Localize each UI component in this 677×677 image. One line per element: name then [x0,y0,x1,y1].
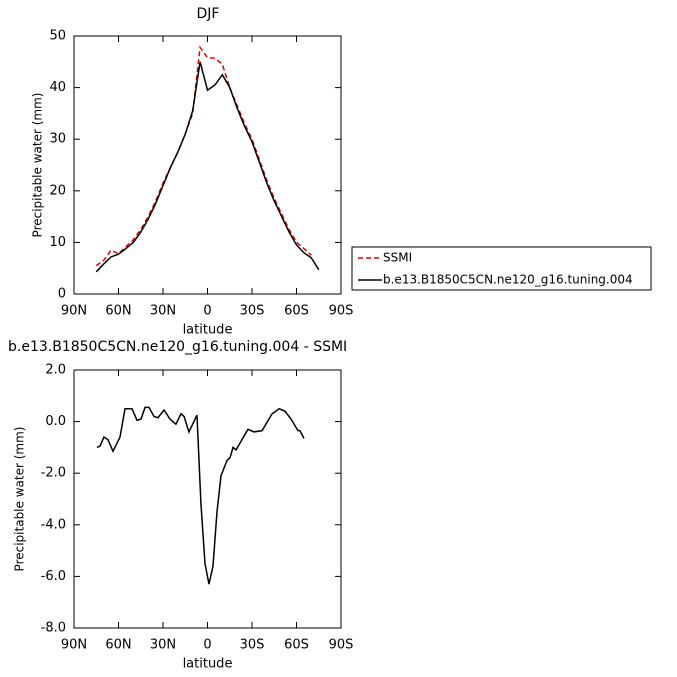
data-line [95,61,320,273]
plot-frame [73,369,342,629]
y-tick-label: 20 [49,183,66,198]
x-tick-label: 30N [150,304,176,319]
y-tick-label: 10 [49,235,66,250]
x-axis-label: latitude [183,323,233,338]
y-tick-label: 0 [58,287,66,302]
x-axis-label: latitude [183,657,233,672]
x-tick-label: 60S [284,638,309,653]
x-tick-label: 90N [61,304,87,319]
x-tick-label: 30S [240,638,265,653]
x-tick-label: 90N [61,638,87,653]
chart-title: DJF [197,6,220,22]
x-tick-label: 30N [150,638,176,653]
y-tick-label: -4.0 [41,517,66,532]
y-tick-label: 50 [49,29,66,44]
y-axis-label: Precipitable water (mm) [13,427,27,572]
x-tick-label: 90S [329,304,354,319]
y-tick-label: -6.0 [41,569,66,584]
x-tick-label: 0 [203,638,211,653]
y-tick-label: 40 [49,80,66,95]
x-tick-label: 60N [105,304,131,319]
y-tick-label: 0.0 [45,414,66,429]
x-tick-label: 60N [105,638,131,653]
x-tick-label: 60S [284,304,309,319]
chart-title: b.e13.B1850C5CN.ne120_g16.tuning.004 - S… [8,339,347,355]
y-tick-label: -8.0 [41,621,66,636]
data-line [95,45,312,267]
y-axis-label: Precipitable water (mm) [31,93,45,238]
legend-label: b.e13.B1850C5CN.ne120_g16.tuning.004 [383,273,633,287]
x-tick-label: 90S [329,638,354,653]
x-tick-label: 30S [240,304,265,319]
y-tick-label: -2.0 [41,466,66,481]
data-line [96,406,305,585]
y-tick-label: 30 [49,132,66,147]
y-tick-label: 2.0 [45,363,66,378]
legend-label: SSMI [383,251,412,265]
legend-box [351,246,652,291]
x-tick-label: 0 [203,304,211,319]
